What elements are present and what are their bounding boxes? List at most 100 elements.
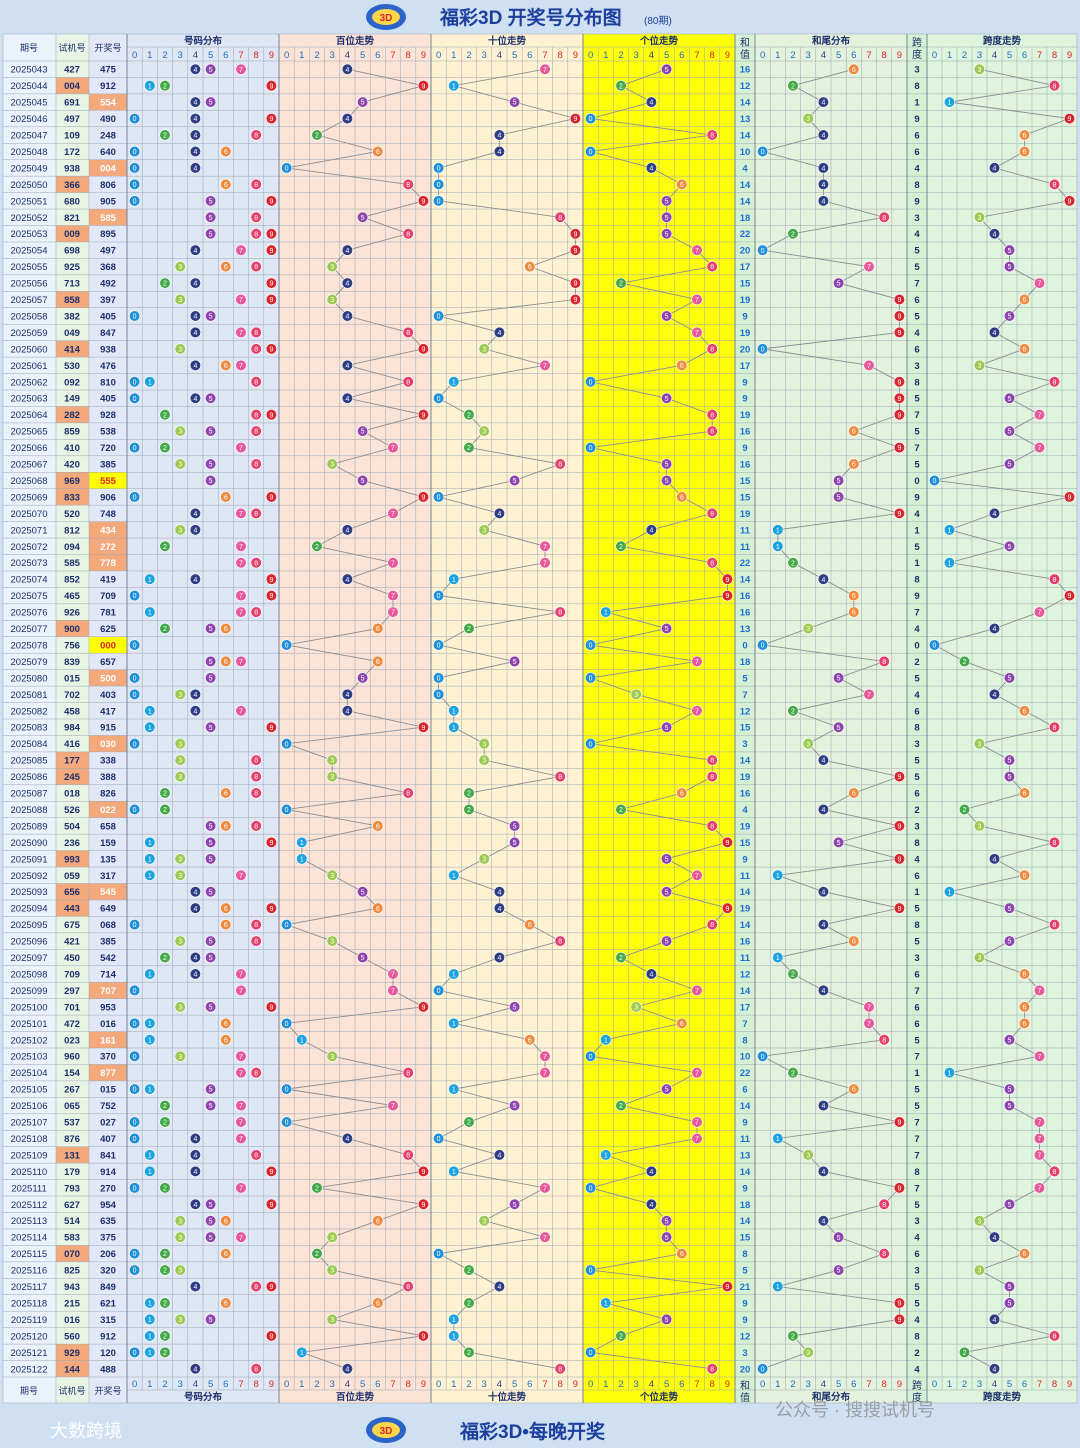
svg-text:7: 7 xyxy=(543,1185,547,1192)
digit-label: 5 xyxy=(1007,1379,1012,1390)
svg-text:9: 9 xyxy=(269,1169,273,1176)
svg-text:2: 2 xyxy=(315,1251,319,1258)
digit-label: 4 xyxy=(345,1379,350,1390)
dist-ball: 4 xyxy=(189,1363,201,1375)
span-cell: 7 xyxy=(914,1150,919,1161)
dist-ball: 0 xyxy=(129,1264,141,1276)
svg-text:5: 5 xyxy=(209,215,213,222)
dist-ball: 9 xyxy=(265,491,278,503)
sumtail-ball: 9 xyxy=(893,507,906,519)
dist-ball: 3 xyxy=(174,1215,186,1227)
dist-ball: 5 xyxy=(205,1198,217,1210)
hundreds-ball: 0 xyxy=(281,738,293,750)
svg-text:6: 6 xyxy=(376,1301,380,1308)
tens-ball: 0 xyxy=(433,590,445,602)
draw-cell: 912 xyxy=(100,81,116,92)
svg-text:5: 5 xyxy=(1008,314,1012,321)
svg-text:5: 5 xyxy=(361,100,365,107)
dist-ball: 7 xyxy=(235,606,247,618)
sum-cell: 13 xyxy=(740,624,751,635)
period-cell: 2025110 xyxy=(11,1167,47,1178)
digit-label: 0 xyxy=(932,1379,937,1390)
sumtail-ball: 7 xyxy=(863,1017,875,1029)
span-cell: 5 xyxy=(914,1085,920,1096)
tens-ball: 0 xyxy=(433,491,445,503)
units-ball: 0 xyxy=(584,145,597,158)
tens-ball: 9 xyxy=(569,277,582,289)
tens-ball: 7 xyxy=(539,359,551,371)
svg-text:3: 3 xyxy=(178,1004,182,1011)
svg-text:0: 0 xyxy=(285,922,289,929)
svg-text:5: 5 xyxy=(209,231,213,238)
svg-text:4: 4 xyxy=(193,1153,197,1160)
svg-text:2: 2 xyxy=(163,412,167,419)
draw-cell: 476 xyxy=(100,361,116,372)
hundreds-ball: 2 xyxy=(311,1182,323,1194)
units-ball: 3 xyxy=(630,1001,642,1013)
period-cell: 2025073 xyxy=(11,558,48,569)
trial-cell: 421 xyxy=(64,937,81,948)
tens-ball: 8 xyxy=(554,770,566,783)
dist-ball: 0 xyxy=(129,1248,141,1260)
dist-ball: 1 xyxy=(144,968,156,980)
digit-label: 7 xyxy=(694,50,699,61)
dist-ball: 3 xyxy=(174,738,186,750)
span-cell: 5 xyxy=(914,904,920,915)
sumtail-ball: 9 xyxy=(893,1116,906,1128)
sum-cell: 17 xyxy=(740,1002,751,1013)
units-ball: 5 xyxy=(660,228,673,240)
svg-text:9: 9 xyxy=(897,774,901,781)
draw-cell: 841 xyxy=(100,1150,117,1161)
tens-ball: 5 xyxy=(508,474,521,487)
dist-ball: 7 xyxy=(235,326,247,339)
units-ball: 0 xyxy=(584,1264,597,1276)
sumtail-ball: 3 xyxy=(802,1149,814,1161)
svg-text:3: 3 xyxy=(978,955,982,962)
dist-ball: 2 xyxy=(159,1248,171,1260)
trial-cell: 109 xyxy=(64,131,80,142)
svg-text:8: 8 xyxy=(558,215,562,222)
digit-label: 6 xyxy=(223,1379,228,1390)
span-ball: 6 xyxy=(1018,1001,1031,1013)
span-ball: 8 xyxy=(1048,1165,1061,1177)
svg-text:3: 3 xyxy=(178,741,182,748)
dist-ball: 8 xyxy=(250,409,262,421)
dist-ball: 0 xyxy=(129,803,141,816)
units-ball: 5 xyxy=(660,721,673,733)
svg-text:0: 0 xyxy=(133,1268,137,1275)
trial-cell: 297 xyxy=(64,986,80,997)
span-ball: 5 xyxy=(1003,1280,1016,1293)
svg-text:2: 2 xyxy=(163,1350,167,1357)
svg-text:8: 8 xyxy=(254,330,258,337)
svg-text:8: 8 xyxy=(882,659,886,666)
span-cell: 5 xyxy=(914,1298,920,1309)
sum-cell: 22 xyxy=(740,1068,751,1079)
period-cell: 2025067 xyxy=(11,460,48,471)
svg-text:7: 7 xyxy=(239,1235,243,1242)
svg-text:5: 5 xyxy=(1008,675,1012,682)
span-ball: 1 xyxy=(943,557,956,569)
draw-cell: 490 xyxy=(100,114,116,125)
svg-text:3: 3 xyxy=(178,527,182,534)
dist-ball: 5 xyxy=(205,1099,217,1112)
span-cell: 0 xyxy=(914,640,919,651)
svg-text:8: 8 xyxy=(254,758,258,765)
hundreds-ball: 1 xyxy=(296,836,308,848)
digit-label: 1 xyxy=(947,1379,952,1390)
dist-ball: 9 xyxy=(265,1165,278,1177)
dist-ball: 0 xyxy=(129,1017,141,1029)
dist-ball: 6 xyxy=(220,145,232,158)
sum-cell: 15 xyxy=(740,279,751,290)
draw-cell: 709 xyxy=(100,591,116,602)
span-cell: 1 xyxy=(914,1068,920,1079)
svg-text:9: 9 xyxy=(897,1317,901,1324)
svg-text:1: 1 xyxy=(148,972,152,979)
sum-cell: 16 xyxy=(740,460,751,471)
svg-text:4: 4 xyxy=(193,330,197,337)
span-ball: 2 xyxy=(958,655,971,668)
digit-label: 3 xyxy=(330,50,335,61)
sum-cell: 14 xyxy=(740,1216,751,1227)
svg-text:5: 5 xyxy=(209,840,213,847)
svg-text:0: 0 xyxy=(133,1185,137,1192)
svg-text:1: 1 xyxy=(948,889,952,896)
